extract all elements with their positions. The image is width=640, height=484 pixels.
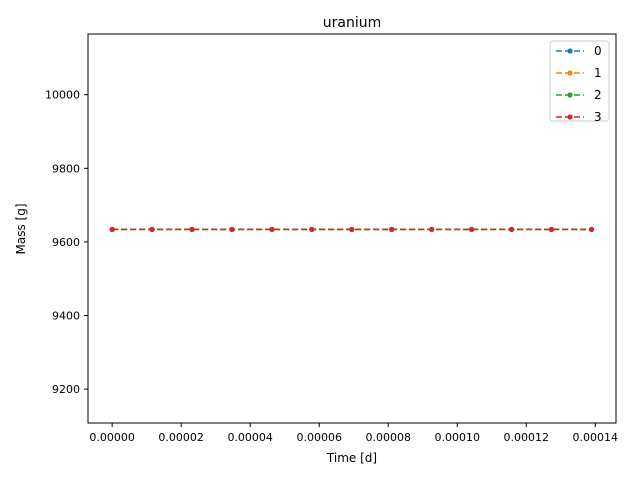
x-tick-label: 0.00010 [435,431,481,444]
data-point-series-3 [429,226,435,233]
legend-box [549,40,610,122]
data-point-series-3 [469,226,475,233]
data-point-series-3 [149,226,155,233]
plot-frame [87,33,617,424]
data-point-series-3 [349,226,355,233]
legend-label-3: 3 [594,110,602,124]
data-point-series-3 [389,226,395,233]
y-axis-label: Mass [g] [14,203,28,254]
chart-title: uranium [323,15,381,31]
x-tick-label: 0.00004 [227,431,273,444]
legend-marker-0 [567,48,573,54]
legend: 0 1 2 3 [549,40,610,124]
legend-marker-2 [567,92,573,98]
y-tick-label: 9200 [52,383,80,396]
legend-label-0: 0 [594,44,602,58]
x-tick-label: 0.00000 [89,431,135,444]
data-point-series-3 [508,226,515,233]
x-axis-label: Time [d] [326,451,377,465]
x-tick-label: 0.00002 [158,431,204,444]
series-layer [109,226,595,233]
x-tick-label: 0.00014 [573,431,619,444]
x-ticks: 0.00000 0.00002 0.00004 0.00006 0.00008 0.000… [89,423,618,444]
legend-marker-3 [567,114,573,120]
legend-label-2: 2 [594,88,602,102]
legend-label-1: 1 [594,66,602,80]
data-point-series-3 [269,226,275,233]
y-tick-label: 10000 [45,89,80,102]
x-tick-label: 0.00008 [365,431,411,444]
x-tick-label: 0.00012 [504,431,550,444]
x-tick-label: 0.00006 [296,431,342,444]
data-point-series-3 [309,226,315,233]
y-tick-label: 9800 [52,162,80,175]
data-point-series-3 [189,226,195,233]
y-tick-label: 9400 [52,310,80,323]
legend-marker-1 [567,70,573,76]
y-ticks: 9200 9400 9600 9800 10000 [45,89,88,396]
data-point-series-3 [548,226,555,233]
data-point-series-3 [588,226,595,233]
data-point-series-3 [109,226,115,233]
y-tick-label: 9600 [52,236,80,249]
data-point-series-3 [229,226,235,233]
